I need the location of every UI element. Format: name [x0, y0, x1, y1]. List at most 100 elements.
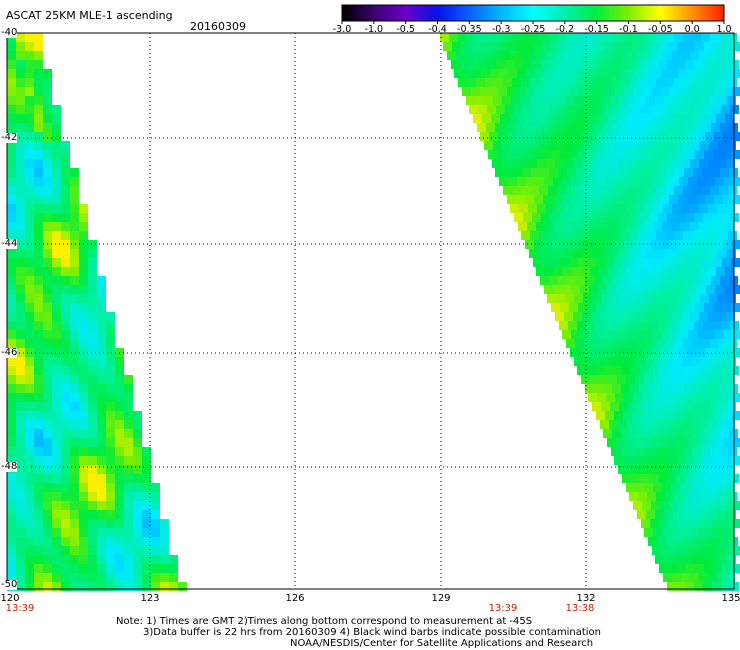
swath-cell [16, 276, 25, 285]
swath-cell [574, 294, 583, 303]
swath-cell [636, 312, 645, 321]
swath-cell [639, 123, 648, 132]
swath-cell [7, 96, 16, 105]
swath-cell [178, 582, 187, 591]
swath-cell [673, 555, 682, 564]
swath-cell [505, 105, 514, 114]
swath-cell [588, 132, 597, 141]
swath-cell [16, 510, 25, 519]
swath-cell [115, 393, 124, 402]
swath-cell [682, 294, 691, 303]
swath-cell [649, 366, 658, 375]
swath-cell [713, 411, 722, 420]
swath-cell [684, 123, 693, 132]
swath-cell [572, 114, 581, 123]
swath-cell [532, 213, 541, 222]
swath-cell [700, 555, 709, 564]
swath-cell [499, 69, 508, 78]
swath-cell [640, 213, 649, 222]
swath-cell [97, 402, 106, 411]
swath-cell [602, 78, 611, 87]
swath-cell [524, 42, 533, 51]
swath-cell [70, 537, 79, 546]
swath-cell [514, 105, 523, 114]
swath-cell [61, 447, 70, 456]
swath-cell [577, 366, 586, 375]
swath-cell [506, 42, 515, 51]
swath-cell [25, 330, 34, 339]
swath-cell [595, 366, 604, 375]
swath-cell [594, 123, 603, 132]
swath-cell [52, 546, 61, 555]
swath-cell [61, 258, 70, 267]
swath-cell [70, 312, 79, 321]
swath-cell [16, 438, 25, 447]
swath-cell [701, 231, 710, 240]
swath-cell [647, 492, 656, 501]
swath-cell [705, 132, 714, 141]
swath-cell [655, 96, 664, 105]
swath-cell [581, 375, 590, 384]
swath-cell [658, 60, 667, 69]
swath-cell [43, 483, 52, 492]
swath-cell [694, 105, 703, 114]
swath-cell [714, 132, 723, 141]
swath-cell [97, 357, 106, 366]
swath-cell [609, 51, 618, 60]
swath-cell [551, 258, 560, 267]
swath-cell [34, 69, 43, 78]
swath-cell [731, 519, 740, 528]
swath-cell [696, 348, 705, 357]
swath-cell [630, 168, 639, 177]
swath-cell [452, 42, 461, 51]
swath-cell [43, 339, 52, 348]
swath-cell [707, 528, 716, 537]
swath-cell [34, 105, 43, 114]
swath-cell [151, 519, 160, 528]
swath-cell [52, 258, 61, 267]
swath-cell [645, 204, 654, 213]
swath-cell [616, 438, 625, 447]
swath-cell [106, 474, 115, 483]
swath-cell [43, 150, 52, 159]
swath-cell [705, 240, 714, 249]
swath-cell [573, 312, 582, 321]
swath-cell [97, 447, 106, 456]
swath-cell [685, 321, 694, 330]
footnote-line: NOAA/NESDIS/Center for Satellite Applica… [290, 638, 594, 649]
swath-cell [7, 366, 16, 375]
swath-cell [725, 528, 734, 537]
swath-cell [7, 114, 16, 123]
swath-cell [687, 132, 696, 141]
swath-cell [538, 249, 547, 258]
swath-cell [16, 105, 25, 114]
swath-cell [43, 573, 52, 582]
swath-cell [572, 222, 581, 231]
swath-cell [7, 258, 16, 267]
swath-cell [703, 60, 712, 69]
swath-cell [25, 528, 34, 537]
swath-cell [7, 564, 16, 573]
swath-cell [712, 366, 721, 375]
swath-cell [52, 168, 61, 177]
swath-cell [731, 456, 740, 465]
swath-cell [673, 249, 682, 258]
swath-cell [579, 87, 588, 96]
swath-cell [52, 393, 61, 402]
swath-cell [34, 240, 43, 249]
swath-cell [522, 123, 531, 132]
swath-cell [715, 546, 724, 555]
swath-cell [699, 465, 708, 474]
swath-cell [61, 141, 70, 150]
swath-cell [106, 357, 115, 366]
swath-cell [25, 195, 34, 204]
swath-cell [496, 105, 505, 114]
swath-cell [728, 447, 737, 456]
swath-cell [693, 123, 702, 132]
swath-cell [537, 159, 546, 168]
swath-cell [641, 456, 650, 465]
swath-cell [601, 294, 610, 303]
colorbar-tick-label: -0.2 [555, 24, 575, 35]
swath-cell [7, 276, 16, 285]
swath-cell [34, 366, 43, 375]
